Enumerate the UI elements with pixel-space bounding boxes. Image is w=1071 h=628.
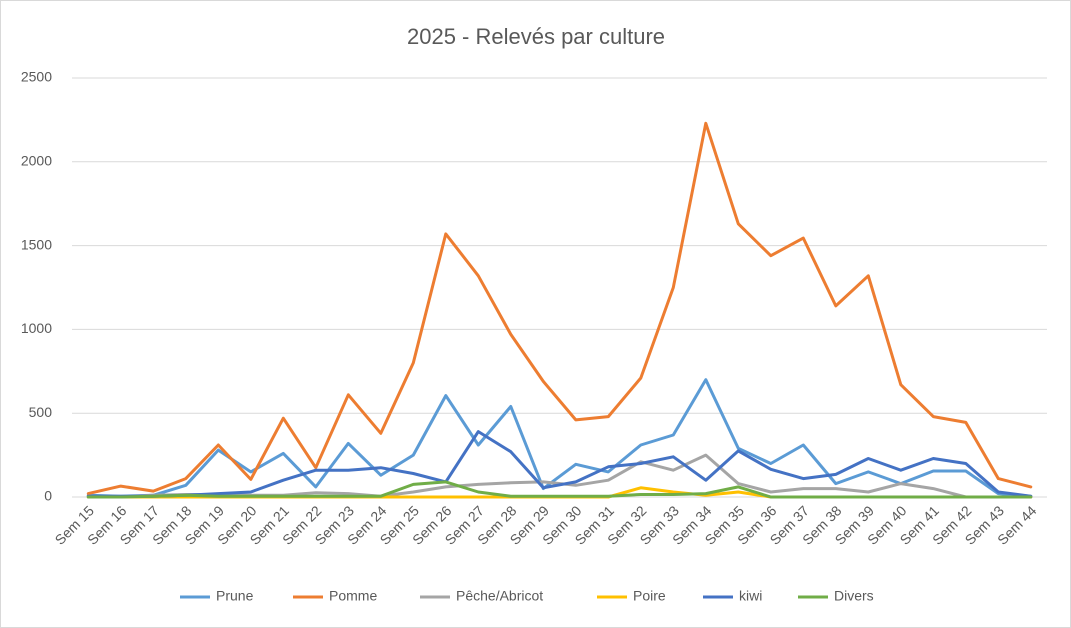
series-line (86, 121, 1033, 496)
legend-label: Pomme (329, 588, 377, 604)
series-line (86, 430, 1033, 498)
series-line (86, 480, 1033, 499)
y-tick-label: 1000 (21, 320, 52, 336)
y-tick-label: 0 (44, 488, 52, 504)
y-tick-label: 2500 (21, 69, 52, 85)
series-line (86, 378, 1033, 498)
chart-title: 2025 - Relevés par culture (407, 24, 665, 49)
legend-label: Pêche/Abricot (456, 588, 543, 604)
y-tick-label: 1500 (21, 236, 52, 252)
legend-label: kiwi (739, 588, 762, 604)
legend-label: Prune (216, 588, 254, 604)
legend-label: Divers (834, 588, 874, 604)
y-tick-label: 500 (29, 404, 53, 420)
y-tick-label: 2000 (21, 153, 52, 169)
legend-label: Poire (633, 588, 666, 604)
